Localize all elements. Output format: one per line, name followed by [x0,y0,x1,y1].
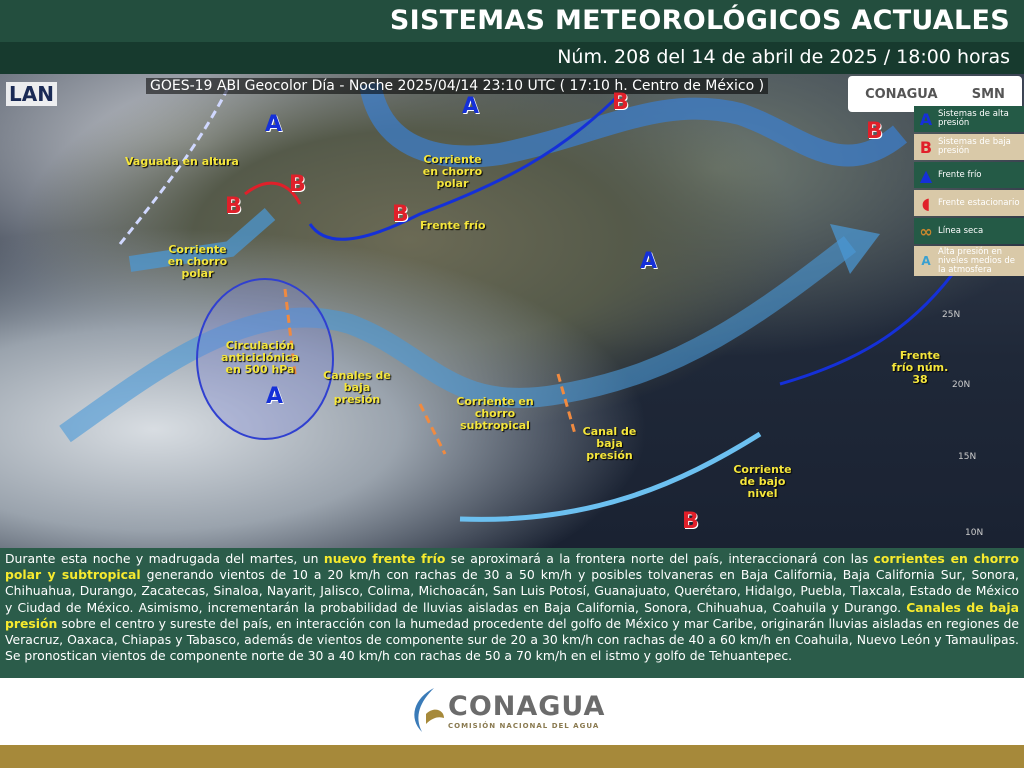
satellite-map: LAN GOES-19 ABI Geocolor Día - Noche 202… [0,74,1024,548]
label-chorro-subtropical: Corriente en chorro subtropical [456,395,534,432]
low-pressure-b: B [225,194,242,219]
bulletin-subtitle: Núm. 208 del 14 de abril de 2025 / 18:00… [0,42,1024,74]
high-pressure-a: A [640,249,658,274]
jet-polar-west [128,207,276,272]
legend-item: B Sistemas de baja presión [914,134,1024,160]
cold-front-38 [779,263,962,386]
high-pressure-icon: A [919,109,933,129]
anticyclone-500hpa [196,278,334,440]
label-circulacion: Circulación anticiclónica en 500 hPa [221,339,299,376]
label-canales: Canales de baja presión [323,369,391,406]
label-bajo-nivel: Corriente de bajo nivel [733,463,792,500]
trough-channel [283,288,297,375]
low-pressure-b: B [612,90,629,115]
conagua-emblem-icon [414,688,444,732]
latitude-label: 15N [958,452,977,462]
cold-front-icon: ▲ [919,165,933,185]
smn-logo: SMN [971,86,1005,102]
label-canal: Canal de baja presión [582,425,637,462]
low-pressure-icon: B [919,137,933,157]
cold-front-north [308,92,622,241]
legend-item: A Sistemas de alta presión [914,106,1024,132]
label-chorro-polar-w: Corriente en chorro polar [167,243,228,280]
conagua-logo: CONAGUA [865,86,938,102]
footer: CONAGUA COMISIÓN NACIONAL DEL AGUA [0,678,1024,745]
highlight: corrientes en chorro polar y subtropical [5,551,1019,583]
jet-subtropical-arrowhead [830,224,880,274]
highlight: nuevo frente frío [323,551,446,566]
jet-polar-north [359,81,908,168]
low-pressure-b: B [866,119,883,144]
page-title: SISTEMAS METEOROLÓGICOS ACTUALES [0,0,1024,42]
latitude-label: 25N [942,310,961,320]
high-pressure-a: A [462,94,480,119]
trough-channel [556,373,577,435]
highlight: Canales de baja presión [5,599,1019,631]
mid-level-high-icon: A [921,253,931,268]
lan-logo: LAN [6,82,57,106]
legend-item: ▲ Frente frío [914,162,1024,188]
label-vaguada: Vaguada en altura [125,155,239,168]
map-overlay [59,81,962,522]
label-chorro-polar-n: Corriente en chorro polar [422,153,483,190]
conagua-footer-logo: CONAGUA COMISIÓN NACIONAL DEL AGUA [404,684,605,736]
label-frente-38: Frente frío núm. 38 [891,349,949,386]
legend-item: A Alta presión en niveles medios de la at… [914,246,1024,276]
trough-line [118,83,232,245]
map-legend: A Sistemas de alta presión B Sistemas de b… [914,106,1024,278]
low-pressure-b: B [289,172,306,197]
legend-item: ∞ Línea seca [914,218,1024,244]
low-pressure-b: B [392,202,409,227]
latitude-label: 20N [952,380,971,390]
dry-line-icon: ∞ [919,221,933,241]
low-level-jet [459,431,762,522]
stationary-front-icon: ◖ [921,193,931,213]
trough-channel [418,403,447,455]
satellite-caption: GOES-19 ABI Geocolor Día - Noche 2025/04… [146,78,769,94]
high-pressure-a: A [266,384,284,409]
legend-item: ◖ Frente estacionario [914,190,1024,216]
forecast-text: Durante esta noche y madrugada del marte… [0,548,1024,678]
high-pressure-a: A [265,112,283,137]
stationary-front [244,181,302,205]
label-frente-frio: Frente frío [420,219,486,232]
low-pressure-b: B [682,509,699,534]
latitude-label: 10N [965,528,984,538]
footer-bar [0,745,1024,768]
